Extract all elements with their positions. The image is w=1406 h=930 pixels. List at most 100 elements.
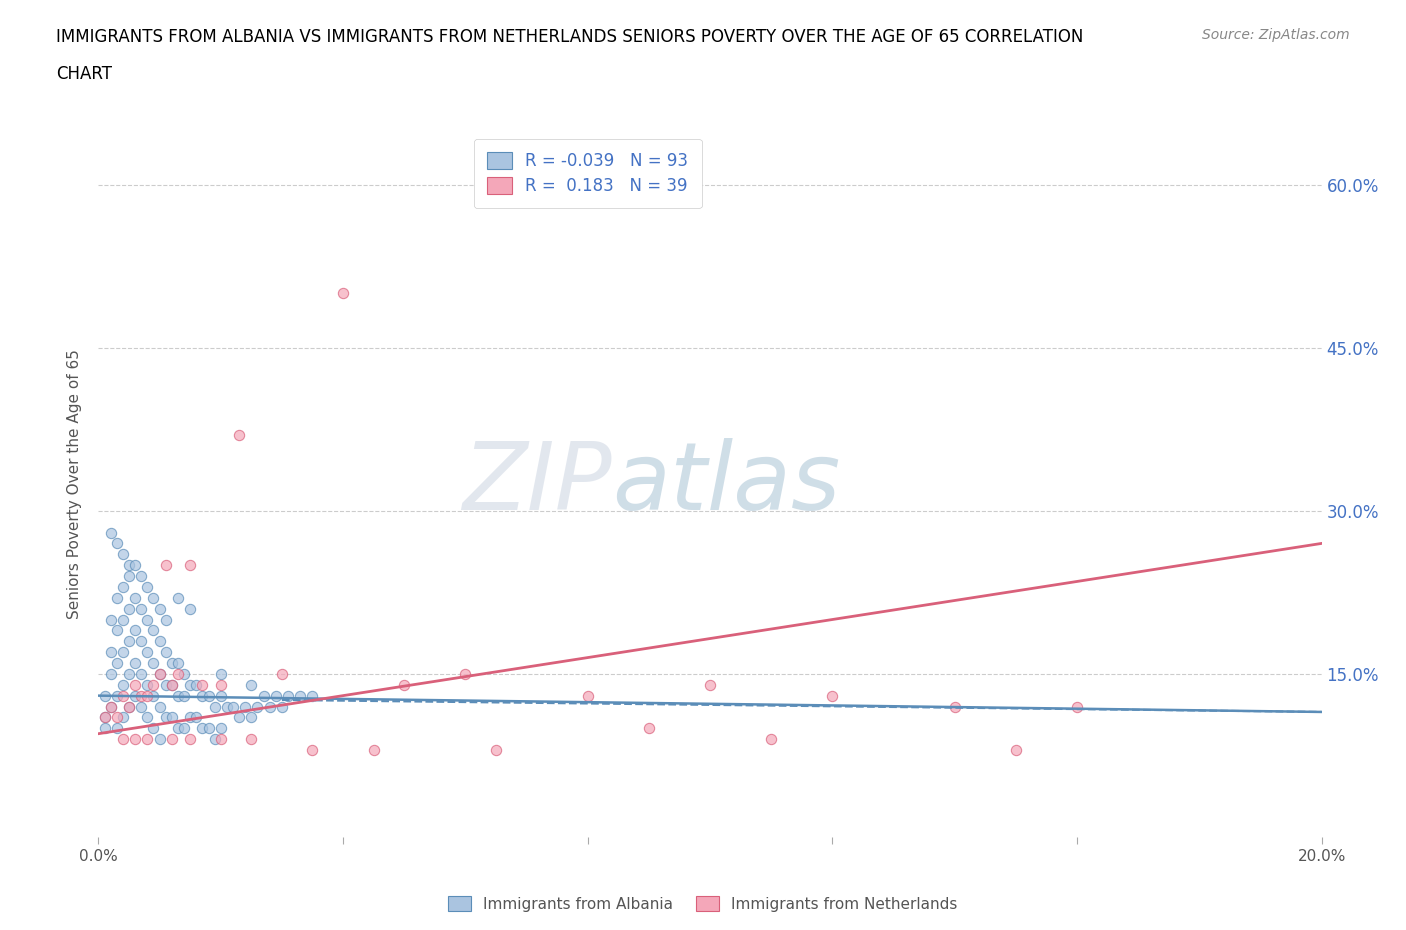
Point: [209, 721, 232, 736]
Point: [637, 721, 661, 736]
Point: [129, 667, 152, 682]
Point: [105, 688, 128, 703]
Point: [228, 710, 250, 724]
Point: [240, 710, 263, 724]
Text: Source: ZipAtlas.com: Source: ZipAtlas.com: [1202, 28, 1350, 42]
Legend: R = -0.039   N = 93, R =  0.183   N = 39: R = -0.039 N = 93, R = 0.183 N = 39: [474, 139, 702, 208]
Point: [485, 742, 508, 757]
Point: [179, 732, 201, 747]
Point: [111, 688, 134, 703]
Point: [943, 699, 966, 714]
Point: [699, 677, 721, 692]
Point: [228, 427, 250, 442]
Point: [155, 644, 177, 659]
Point: [149, 667, 172, 682]
Text: CHART: CHART: [56, 65, 112, 83]
Point: [149, 699, 172, 714]
Point: [93, 710, 115, 724]
Point: [111, 612, 134, 627]
Point: [105, 591, 128, 605]
Point: [1004, 742, 1026, 757]
Point: [270, 667, 292, 682]
Point: [179, 558, 201, 573]
Point: [186, 710, 208, 724]
Point: [252, 688, 274, 703]
Point: [155, 558, 177, 573]
Point: [270, 699, 292, 714]
Point: [167, 667, 190, 682]
Point: [209, 732, 232, 747]
Point: [186, 677, 208, 692]
Point: [105, 710, 128, 724]
Point: [142, 721, 165, 736]
Point: [179, 710, 201, 724]
Point: [129, 634, 152, 649]
Point: [93, 688, 115, 703]
Point: [100, 612, 122, 627]
Point: [233, 699, 256, 714]
Point: [118, 667, 141, 682]
Point: [136, 579, 159, 594]
Point: [222, 699, 245, 714]
Y-axis label: Seniors Poverty Over the Age of 65: Seniors Poverty Over the Age of 65: [67, 349, 83, 618]
Point: [142, 677, 165, 692]
Point: [167, 721, 190, 736]
Point: [264, 688, 287, 703]
Text: IMMIGRANTS FROM ALBANIA VS IMMIGRANTS FROM NETHERLANDS SENIORS POVERTY OVER THE : IMMIGRANTS FROM ALBANIA VS IMMIGRANTS FR…: [56, 28, 1084, 46]
Point: [363, 742, 385, 757]
Legend: Immigrants from Albania, Immigrants from Netherlands: Immigrants from Albania, Immigrants from…: [441, 889, 965, 918]
Point: [204, 732, 226, 747]
Point: [155, 677, 177, 692]
Point: [167, 591, 190, 605]
Point: [136, 644, 159, 659]
Point: [93, 710, 115, 724]
Point: [100, 644, 122, 659]
Point: [191, 677, 214, 692]
Point: [149, 601, 172, 616]
Point: [129, 601, 152, 616]
Point: [759, 732, 782, 747]
Point: [111, 547, 134, 562]
Point: [173, 667, 195, 682]
Point: [160, 677, 183, 692]
Point: [124, 591, 146, 605]
Point: [118, 601, 141, 616]
Point: [93, 721, 115, 736]
Point: [173, 721, 195, 736]
Point: [142, 591, 165, 605]
Point: [124, 558, 146, 573]
Point: [149, 667, 172, 682]
Point: [332, 286, 354, 300]
Point: [100, 525, 122, 540]
Point: [111, 644, 134, 659]
Point: [105, 623, 128, 638]
Point: [136, 732, 159, 747]
Point: [118, 634, 141, 649]
Point: [124, 623, 146, 638]
Point: [301, 742, 323, 757]
Point: [277, 688, 299, 703]
Point: [191, 721, 214, 736]
Text: atlas: atlas: [612, 438, 841, 529]
Point: [136, 677, 159, 692]
Point: [129, 699, 152, 714]
Point: [111, 710, 134, 724]
Point: [167, 688, 190, 703]
Point: [124, 688, 146, 703]
Point: [576, 688, 599, 703]
Point: [301, 688, 323, 703]
Point: [197, 721, 219, 736]
Point: [167, 656, 190, 671]
Point: [100, 699, 122, 714]
Point: [124, 656, 146, 671]
Point: [209, 677, 232, 692]
Point: [160, 732, 183, 747]
Point: [240, 677, 263, 692]
Point: [204, 699, 226, 714]
Point: [111, 579, 134, 594]
Point: [155, 710, 177, 724]
Point: [105, 721, 128, 736]
Point: [259, 699, 281, 714]
Point: [392, 677, 416, 692]
Point: [142, 623, 165, 638]
